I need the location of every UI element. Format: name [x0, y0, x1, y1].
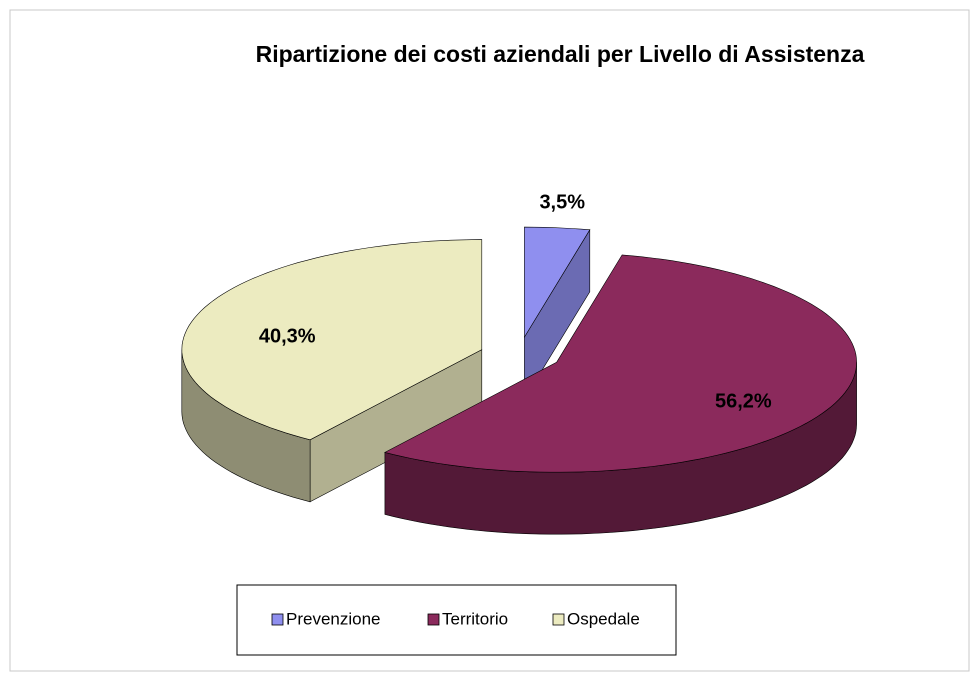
slice [384, 254, 857, 473]
slice [524, 226, 591, 339]
data-label: 40,3% [259, 325, 316, 347]
data-label: 56,2% [715, 391, 772, 413]
legend-swatch [427, 613, 440, 626]
pie: 3,5% 56,2% 40,3% [181, 192, 857, 535]
legend-label: Territorio [442, 609, 508, 628]
slice [181, 239, 483, 441]
legend-label: Prevenzione [286, 609, 381, 628]
chart-title: Ripartizione dei costi aziendali per Liv… [256, 41, 865, 67]
legend-swatch [271, 613, 284, 626]
legend-items: Prevenzione Territorio Ospedale [271, 609, 640, 628]
data-label: 3,5% [539, 192, 585, 214]
legend [236, 584, 677, 656]
legend-label: Ospedale [567, 609, 640, 628]
legend-swatch [552, 613, 565, 626]
